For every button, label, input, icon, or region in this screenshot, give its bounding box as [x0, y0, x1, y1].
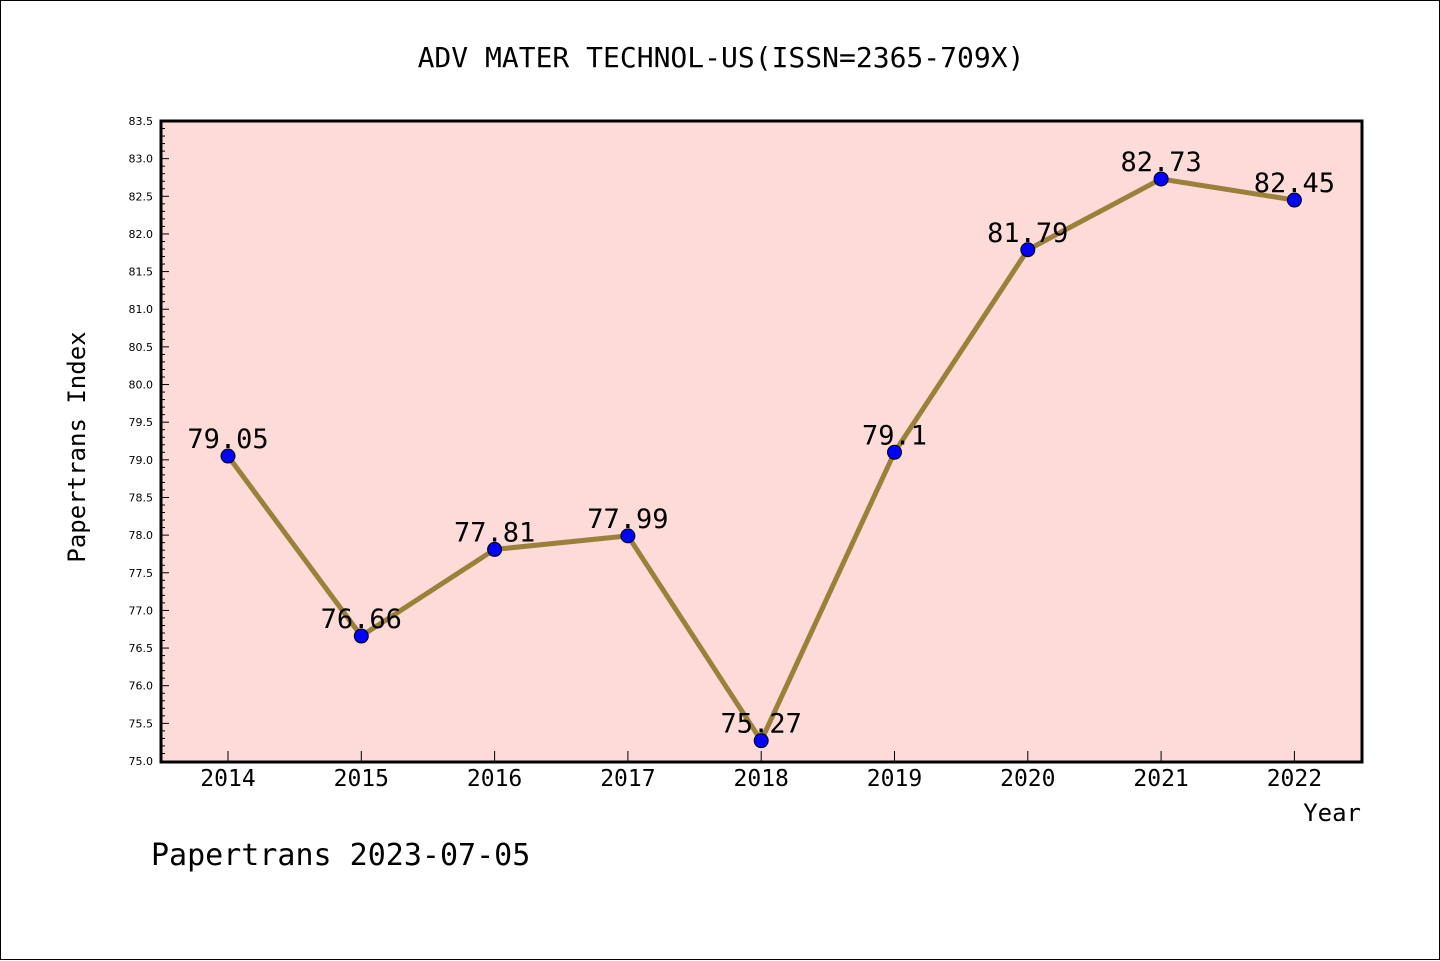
x-tick-label: 2019 [867, 766, 922, 792]
y-tick-label: 80.5 [129, 341, 154, 354]
y-tick-label: 75.0 [129, 755, 154, 768]
x-tick-label: 2022 [1267, 766, 1322, 792]
y-tick-label: 76.0 [129, 680, 154, 693]
data-label: 79.05 [187, 424, 268, 455]
y-tick-label: 78.0 [129, 529, 154, 542]
x-tick-label: 2021 [1133, 766, 1188, 792]
chart-title: ADV MATER TECHNOL-US(ISSN=2365-709X) [418, 41, 1025, 74]
y-tick-label: 80.0 [129, 379, 154, 392]
y-tick-label: 77.0 [129, 604, 154, 617]
y-tick-label: 82.5 [129, 190, 154, 203]
y-tick-label: 79.5 [129, 416, 154, 429]
data-label: 75.27 [721, 709, 802, 740]
y-tick-label: 76.5 [129, 642, 154, 655]
data-point-marker [1153, 171, 1169, 187]
x-tick-label: 2016 [467, 766, 522, 792]
y-tick-label: 78.5 [129, 491, 154, 504]
data-point-marker [487, 541, 503, 557]
data-label: 77.99 [587, 504, 668, 535]
y-tick-label: 83.0 [129, 153, 154, 166]
x-axis-ticks: 2014 2015 2016 2017 2018 2019 2020 2021 2022 [200, 751, 1322, 792]
y-axis-label: Papertrans Index [63, 331, 91, 562]
data-label: 79.1 [862, 420, 927, 451]
data-point-marker [887, 444, 902, 460]
data-label: 81.79 [987, 218, 1068, 249]
y-axis-ticks: 75.0 75.5 76.0 76.5 77.0 77.5 78.0 78.5 79.0 79.5… [129, 115, 169, 768]
data-label: 82.73 [1120, 147, 1201, 178]
data-label: 77.81 [454, 517, 535, 548]
x-tick-label: 2015 [334, 766, 389, 792]
y-tick-label: 83.5 [129, 115, 154, 128]
plot-area [159, 119, 1364, 764]
x-tick-label: 2017 [600, 766, 655, 792]
data-labels-group: 79.05 76.66 77.81 77.99 75.27 79.1 81.79 82.73 8… [187, 147, 1335, 740]
x-axis-label: Year [1303, 799, 1361, 827]
y-tick-label: 79.0 [129, 454, 154, 467]
data-point-marker [753, 733, 769, 749]
data-point-marker [1286, 192, 1302, 208]
footer-date-stamp: Papertrans 2023-07-05 [151, 838, 530, 873]
x-tick-label: 2018 [734, 766, 789, 792]
x-tick-label: 2014 [200, 766, 255, 792]
y-tick-label: 81.0 [129, 303, 154, 316]
y-tick-label: 82.0 [129, 228, 154, 241]
data-point-marker [620, 528, 636, 544]
y-tick-label: 81.5 [129, 266, 154, 279]
data-point-marker [220, 448, 236, 464]
data-point-marker [353, 628, 369, 644]
series-line-group [220, 171, 1302, 749]
x-tick-label: 2020 [1000, 766, 1055, 792]
data-label: 76.66 [321, 604, 402, 635]
y-tick-label: 75.5 [129, 717, 154, 730]
data-label: 82.45 [1254, 168, 1335, 199]
y-tick-label: 77.5 [129, 567, 154, 580]
data-point-marker [1020, 242, 1036, 258]
